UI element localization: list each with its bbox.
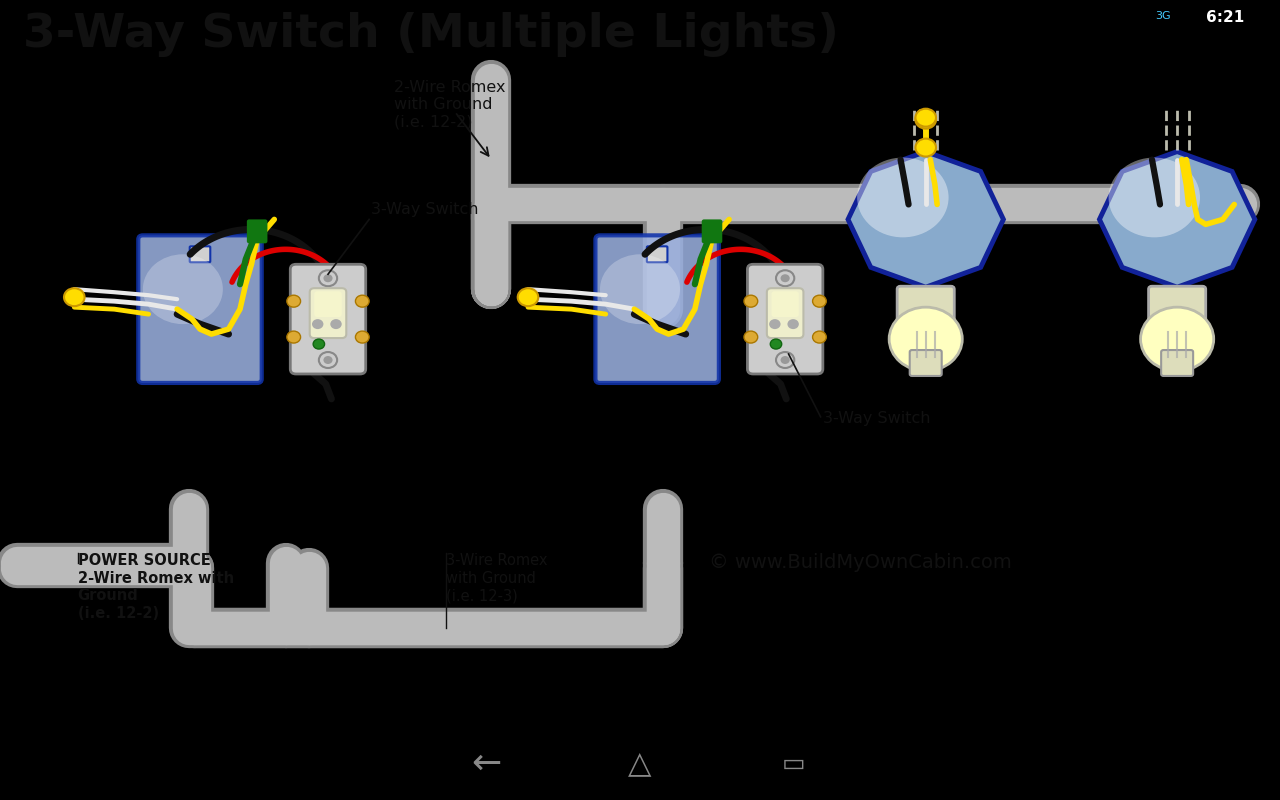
Circle shape — [813, 331, 827, 343]
FancyBboxPatch shape — [701, 219, 722, 243]
FancyBboxPatch shape — [315, 291, 342, 317]
Circle shape — [1140, 307, 1213, 371]
Circle shape — [314, 339, 325, 349]
Circle shape — [858, 158, 948, 238]
Circle shape — [143, 254, 223, 324]
Circle shape — [771, 339, 782, 349]
FancyBboxPatch shape — [247, 219, 268, 243]
Text: 3-Way Switch: 3-Way Switch — [823, 411, 931, 426]
Text: 3G: 3G — [1156, 11, 1171, 22]
Circle shape — [356, 295, 369, 307]
Circle shape — [324, 274, 333, 282]
Circle shape — [781, 274, 790, 282]
Polygon shape — [849, 151, 1004, 287]
Circle shape — [769, 319, 781, 329]
FancyBboxPatch shape — [595, 235, 719, 383]
Circle shape — [64, 288, 84, 306]
Circle shape — [781, 356, 790, 364]
Circle shape — [787, 319, 799, 329]
FancyBboxPatch shape — [310, 288, 347, 338]
Text: 6:21: 6:21 — [1206, 10, 1244, 26]
Circle shape — [600, 254, 680, 324]
FancyBboxPatch shape — [189, 246, 210, 262]
Circle shape — [744, 295, 758, 307]
Circle shape — [915, 109, 936, 126]
Circle shape — [330, 319, 342, 329]
Circle shape — [776, 352, 795, 368]
Circle shape — [915, 110, 936, 129]
Circle shape — [324, 356, 333, 364]
Circle shape — [319, 352, 337, 368]
FancyBboxPatch shape — [646, 246, 667, 262]
Circle shape — [744, 331, 758, 343]
FancyBboxPatch shape — [910, 350, 942, 376]
FancyBboxPatch shape — [748, 264, 823, 374]
Text: 3-Wire Romex
with Ground
(i.e. 12-3): 3-Wire Romex with Ground (i.e. 12-3) — [445, 554, 548, 603]
Circle shape — [287, 331, 301, 343]
Text: 3-Way Switch (Multiple Lights): 3-Way Switch (Multiple Lights) — [23, 12, 838, 57]
Text: △: △ — [628, 750, 652, 778]
Circle shape — [319, 270, 337, 286]
Text: © www.BuildMyOwnCabin.com: © www.BuildMyOwnCabin.com — [709, 554, 1011, 573]
Circle shape — [1108, 158, 1201, 238]
Text: 3-Way Switch: 3-Way Switch — [371, 202, 479, 217]
Text: ▭: ▭ — [782, 752, 805, 776]
FancyBboxPatch shape — [772, 291, 799, 317]
Circle shape — [813, 295, 827, 307]
Circle shape — [915, 138, 936, 157]
Polygon shape — [1100, 151, 1254, 287]
Circle shape — [287, 295, 301, 307]
FancyBboxPatch shape — [897, 286, 955, 324]
Circle shape — [776, 270, 795, 286]
FancyBboxPatch shape — [291, 264, 366, 374]
FancyBboxPatch shape — [1161, 350, 1193, 376]
Circle shape — [890, 307, 963, 371]
FancyBboxPatch shape — [138, 235, 261, 383]
Circle shape — [356, 331, 369, 343]
Circle shape — [312, 319, 324, 329]
FancyBboxPatch shape — [767, 288, 804, 338]
Text: ←: ← — [471, 747, 502, 781]
Text: POWER SOURCE
2-Wire Romex with
Ground
(i.e. 12-2): POWER SOURCE 2-Wire Romex with Ground (i… — [78, 554, 234, 621]
FancyBboxPatch shape — [1148, 286, 1206, 324]
Text: 2-Wire Romex
with Ground
(i.e. 12-2): 2-Wire Romex with Ground (i.e. 12-2) — [394, 80, 506, 130]
Circle shape — [517, 288, 539, 306]
